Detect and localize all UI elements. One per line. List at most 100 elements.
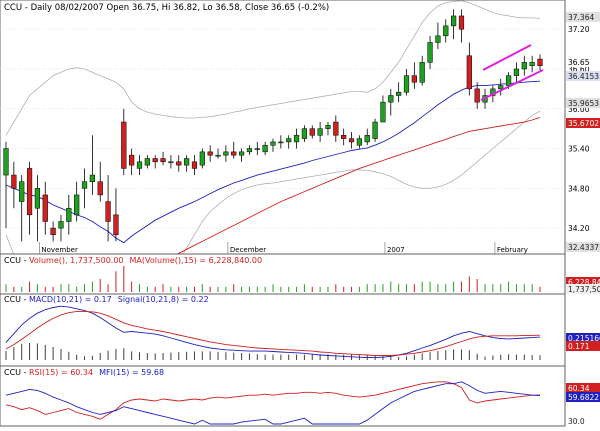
y-tick-label: 36.60 bbox=[568, 65, 590, 74]
candle bbox=[341, 128, 347, 146]
candle bbox=[419, 55, 425, 86]
price-side-label: 32.4337 bbox=[568, 243, 599, 252]
candle bbox=[537, 54, 543, 71]
candle bbox=[356, 135, 362, 149]
macd-side-labels: 0.2151660.171 bbox=[566, 333, 600, 351]
volume-legend-ma: MA(Volume(),15) = 6,228,840.00 bbox=[130, 256, 263, 265]
candle bbox=[168, 155, 174, 169]
candle bbox=[443, 19, 449, 43]
rsi-side-label: 59.6822 bbox=[568, 393, 599, 402]
candle bbox=[199, 148, 205, 169]
price-side-label-bg bbox=[566, 71, 600, 81]
candle-body bbox=[121, 121, 127, 169]
candle-body bbox=[419, 62, 425, 83]
sma20-path bbox=[5, 80, 541, 244]
bb-upper-line bbox=[5, 0, 541, 136]
candle bbox=[160, 151, 166, 166]
price-panel: CCU - Daily 08/02/2007 Open 36.75, Hi 36… bbox=[0, 0, 600, 362]
candle bbox=[184, 155, 190, 172]
candle-body bbox=[58, 221, 64, 229]
candle-body bbox=[403, 75, 410, 93]
candle bbox=[207, 145, 213, 162]
rsi-panel: CCU - RSI(15) = 60.34 MFI(15) = 59.68 60.… bbox=[0, 365, 600, 427]
candle-body bbox=[136, 161, 143, 169]
candle-body bbox=[262, 144, 268, 153]
candle bbox=[380, 95, 386, 123]
candle bbox=[50, 221, 56, 242]
rsi-line bbox=[5, 381, 541, 420]
candle bbox=[388, 88, 394, 116]
rsi-lines bbox=[5, 381, 541, 425]
candle-body bbox=[270, 141, 276, 146]
volume-side-label: 6,228,840 bbox=[568, 278, 600, 287]
candle-body bbox=[278, 141, 284, 144]
rsi-side-label-bg bbox=[566, 392, 600, 402]
volume-side-label-bg bbox=[566, 284, 600, 294]
macd-legend-signal: Signal(10,21,8) = 0.22 bbox=[118, 295, 209, 304]
y-tick-label: 34.20 bbox=[568, 224, 590, 233]
volume-legend-vol: Volume(), 1,737,500.00 bbox=[29, 256, 124, 265]
macd-legend-macd: MACD(10,21) = 0.17 bbox=[29, 295, 112, 304]
candle bbox=[396, 82, 402, 103]
candle-body bbox=[254, 148, 260, 150]
price-side-labels: 37.364 36.65 36.4153 35.9653 35.6702 32.4337 bbox=[566, 12, 600, 252]
candle-body bbox=[317, 128, 323, 136]
macd-side-label-bg bbox=[566, 333, 600, 343]
trend-channel bbox=[480, 44, 544, 101]
macd-hist bbox=[5, 343, 541, 360]
candle-body bbox=[223, 151, 229, 156]
volume-legend: CCU - Volume(), 1,737,500.00 MA(Volume(),… bbox=[4, 256, 262, 265]
candle bbox=[498, 78, 504, 96]
volume-panel: CCU - Volume(), 1,737,500.00 MA(Volume(),… bbox=[0, 253, 600, 295]
candle-body bbox=[176, 161, 182, 166]
price-side-label-bg bbox=[566, 242, 600, 252]
candle-body bbox=[341, 135, 347, 139]
candle-body bbox=[19, 181, 25, 202]
candle-body bbox=[26, 168, 33, 216]
candle bbox=[309, 125, 315, 139]
candle bbox=[246, 145, 253, 156]
macd-side-label: 0.171 bbox=[568, 342, 590, 351]
candle bbox=[11, 161, 17, 209]
candle-body bbox=[207, 151, 213, 156]
candle bbox=[521, 55, 527, 76]
candle bbox=[364, 128, 370, 146]
candle-body bbox=[505, 75, 512, 86]
candle-body bbox=[325, 125, 331, 129]
candle-body bbox=[474, 88, 480, 103]
candle bbox=[3, 141, 9, 229]
candle bbox=[152, 155, 158, 169]
y-axis-ticks: 37.20 36.60 36.00 35.40 34.80 34.20 bbox=[568, 25, 590, 233]
candle bbox=[262, 141, 268, 156]
price-side-label: 36.4153 bbox=[568, 72, 599, 81]
sma20-line bbox=[5, 80, 541, 244]
y-tick-label: 36.00 bbox=[568, 105, 590, 114]
candle bbox=[317, 122, 323, 142]
macd-side-label-bg bbox=[566, 341, 600, 351]
candle-body bbox=[372, 121, 378, 139]
candle-body bbox=[11, 174, 17, 189]
candle bbox=[74, 181, 80, 222]
macd-lines bbox=[5, 305, 541, 359]
candle-body bbox=[160, 158, 166, 163]
candle-body bbox=[286, 138, 292, 143]
candle-body bbox=[3, 148, 9, 176]
candle-body bbox=[97, 181, 103, 196]
candle-body bbox=[309, 128, 315, 136]
volume-side-label-bg bbox=[566, 277, 600, 287]
candle-body bbox=[356, 138, 362, 146]
candle-body bbox=[348, 138, 355, 143]
price-side-label-bg bbox=[566, 57, 600, 67]
price-side-label-bg bbox=[566, 12, 600, 22]
candle bbox=[66, 194, 72, 235]
macd-legend: CCU - MACD(10,21) = 0.17 Signal(10,21,8) … bbox=[4, 295, 209, 304]
candle bbox=[529, 55, 535, 73]
candle-body bbox=[513, 68, 520, 76]
candle-body bbox=[81, 181, 88, 189]
candle bbox=[451, 9, 457, 40]
candle bbox=[113, 188, 119, 242]
candle bbox=[19, 175, 25, 242]
candle-body bbox=[537, 58, 543, 66]
candle bbox=[215, 148, 221, 159]
